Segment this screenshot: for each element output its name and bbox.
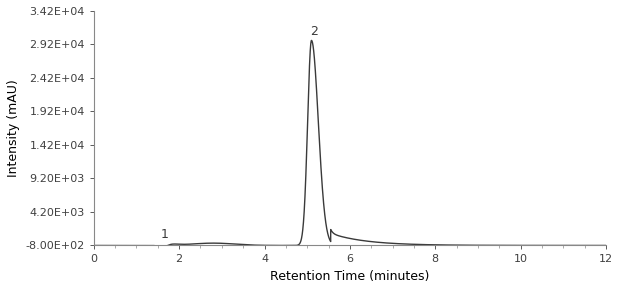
Text: 1: 1: [161, 228, 169, 241]
Text: 2: 2: [309, 25, 317, 38]
X-axis label: Retention Time (minutes): Retention Time (minutes): [270, 270, 430, 283]
Y-axis label: Intensity (mAU): Intensity (mAU): [7, 79, 20, 177]
